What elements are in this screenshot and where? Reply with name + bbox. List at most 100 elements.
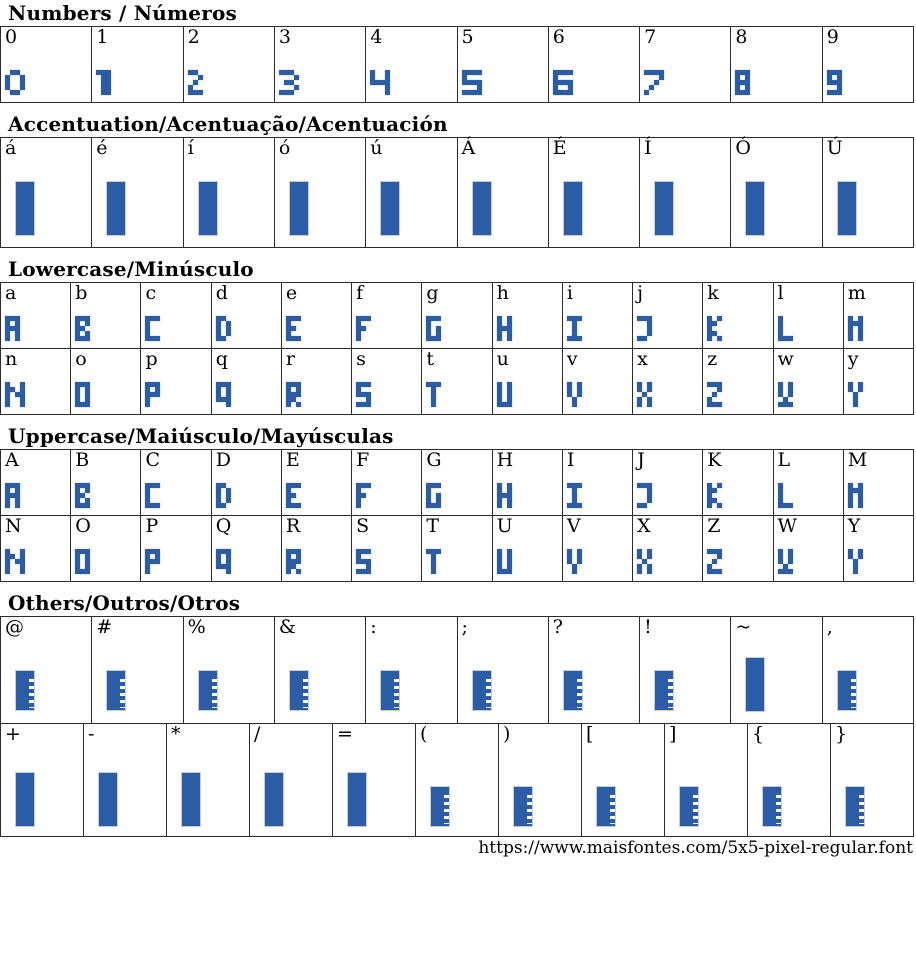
- character-label: =: [337, 723, 353, 745]
- character-label: w: [777, 348, 794, 370]
- pixel-glyph: [777, 483, 793, 508]
- glyph-cell: h: [492, 282, 562, 348]
- pixel-glyph: [746, 658, 765, 711]
- pixel-glyph: [289, 182, 308, 235]
- pixel-glyph: [96, 70, 112, 95]
- pixel-glyph: [837, 671, 856, 710]
- glyph-cell: 2: [183, 26, 274, 102]
- pixel-glyph: [145, 549, 161, 574]
- pixel-glyph: [16, 773, 34, 826]
- pixel-glyph: [16, 182, 34, 235]
- glyph-cell: ;: [457, 616, 548, 723]
- glyph-cell: ]: [665, 723, 747, 836]
- pixel-glyph: [496, 549, 512, 574]
- pixel-glyph: [563, 182, 582, 235]
- pixel-glyph: [707, 483, 723, 508]
- character-label: +: [5, 723, 21, 745]
- pixel-glyph: [182, 773, 200, 826]
- pixel-glyph: [655, 671, 674, 710]
- character-label: p: [145, 348, 158, 370]
- glyph-cell: J: [633, 449, 703, 515]
- pixel-glyph: [285, 549, 301, 574]
- character-label: V: [566, 515, 581, 537]
- glyph-cell: 1: [92, 26, 183, 102]
- pixel-glyph: [198, 182, 217, 235]
- pixel-glyph: [145, 316, 161, 341]
- pixel-glyph: [837, 182, 856, 235]
- character-label: Á: [461, 137, 476, 159]
- pixel-glyph: [99, 773, 117, 826]
- glyph-cell: w: [773, 348, 843, 414]
- character-label: %: [187, 616, 206, 638]
- character-label: 4: [370, 26, 383, 48]
- glyph-cell: j: [633, 282, 703, 348]
- pixel-glyph: [5, 70, 25, 95]
- pixel-glyph: [826, 70, 842, 95]
- character-label: ~: [735, 616, 752, 638]
- pixel-glyph: [356, 316, 372, 341]
- glyph-cell: M: [843, 449, 913, 515]
- font-specimen-sheet: Numbers / Números 0 1 2 3 4 5 6 7 8 9 Accentuation/…: [0, 2, 916, 859]
- pixel-glyph: [846, 787, 864, 826]
- character-label: P: [145, 515, 159, 537]
- pixel-glyph: [637, 483, 653, 508]
- glyph-cell: ú: [366, 137, 457, 247]
- character-label: q: [215, 348, 228, 370]
- character-label: ,: [826, 616, 833, 638]
- pixel-glyph: [285, 316, 301, 341]
- glyph-cell: 9: [822, 26, 913, 102]
- glyph-cell: G: [422, 449, 492, 515]
- character-label: k: [707, 282, 719, 304]
- pixel-glyph: [735, 70, 751, 95]
- pixel-glyph: [777, 382, 793, 407]
- glyph-cell: q: [211, 348, 281, 414]
- glyph-cell: ó: [274, 137, 366, 247]
- character-label: ?: [552, 616, 563, 638]
- character-label: ó: [278, 137, 291, 159]
- glyph-cell: d: [211, 282, 281, 348]
- pixel-glyph: [265, 773, 283, 826]
- character-label: É: [552, 137, 567, 159]
- section-title: Lowercase/Minúsculo: [8, 257, 254, 281]
- pixel-glyph: [348, 773, 366, 826]
- glyph-cell: Z: [703, 515, 773, 581]
- pixel-glyph: [496, 316, 512, 341]
- character-label: C: [145, 449, 160, 471]
- character-label: *: [171, 723, 181, 745]
- pixel-glyph: [198, 671, 217, 710]
- glyph-cell: í: [183, 137, 274, 247]
- character-label: {: [752, 723, 765, 745]
- glyph-cell: Ó: [731, 137, 822, 247]
- glyph-table-row: a b c d e f g h i j k l m: [0, 282, 914, 349]
- character-label: i: [566, 282, 573, 304]
- character-label: D: [215, 449, 231, 471]
- glyph-cell: O: [71, 515, 141, 581]
- pixel-glyph: [431, 787, 449, 826]
- pixel-glyph: [75, 316, 91, 341]
- glyph-cell: é: [92, 137, 183, 247]
- character-label: t: [426, 348, 435, 370]
- pixel-glyph: [847, 483, 863, 508]
- character-label: 8: [735, 26, 748, 48]
- glyph-cell: R: [281, 515, 352, 581]
- pixel-glyph: [566, 382, 582, 407]
- pixel-glyph: [285, 483, 301, 508]
- glyph-cell: ): [499, 723, 581, 836]
- character-label: -: [88, 723, 95, 745]
- character-label: x: [637, 348, 648, 370]
- pixel-glyph: [644, 70, 665, 95]
- glyph-cell: B: [71, 449, 141, 515]
- pixel-glyph: [707, 382, 723, 407]
- character-label: s: [356, 348, 366, 370]
- glyph-cell: @: [1, 616, 92, 723]
- pixel-glyph: [637, 316, 653, 341]
- character-label: I: [566, 449, 575, 471]
- glyph-cell: g: [422, 282, 492, 348]
- pixel-glyph: [145, 382, 161, 407]
- character-label: Z: [707, 515, 721, 537]
- glyph-cell: i: [562, 282, 633, 348]
- pixel-glyph: [75, 382, 91, 407]
- character-label: A: [5, 449, 19, 471]
- character-label: H: [496, 449, 514, 471]
- section-title: Others/Outros/Otros: [8, 591, 241, 615]
